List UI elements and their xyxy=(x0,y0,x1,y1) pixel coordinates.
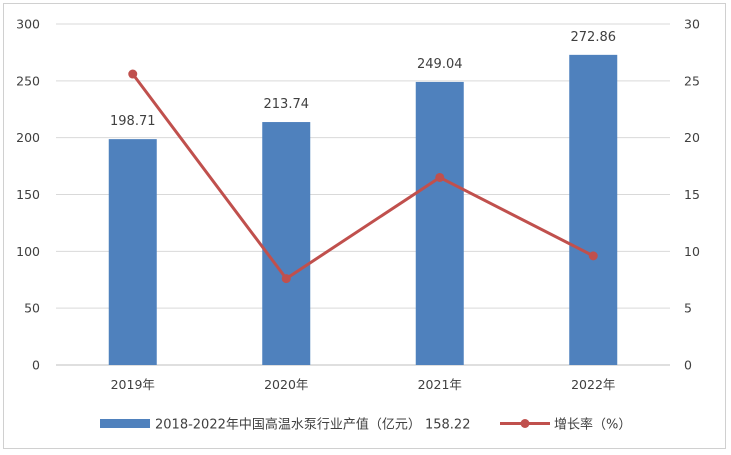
left-tick-label: 150 xyxy=(16,187,40,202)
bar xyxy=(415,81,464,365)
right-tick-label: 0 xyxy=(684,358,692,373)
bar xyxy=(569,54,618,366)
right-tick-label: 30 xyxy=(684,17,700,32)
right-tick-label: 5 xyxy=(684,301,692,316)
left-tick-label: 300 xyxy=(16,17,40,32)
right-tick-label: 10 xyxy=(684,244,700,259)
legend-label-line: 增长率（%） xyxy=(554,417,631,433)
right-y-axis: 0 5 10 15 20 25 30 xyxy=(684,17,700,373)
legend-label-bar: 2018-2022年中国高温水泵行业产值（亿元） 158.22 xyxy=(155,417,470,433)
chart-frame: 0 50 100 150 200 250 300 0 5 10 15 20 25 30 198.71 21… xyxy=(3,3,726,449)
growth-rate-line xyxy=(131,73,594,281)
bar xyxy=(262,122,311,366)
left-tick-label: 200 xyxy=(16,130,40,145)
bar-data-label: 249.04 xyxy=(417,57,463,72)
left-y-axis: 0 50 100 150 200 250 300 xyxy=(16,17,40,373)
bar-data-label: 213.74 xyxy=(264,97,310,112)
bar-data-label: 272.86 xyxy=(571,30,617,45)
x-tick-label: 2022年 xyxy=(571,377,615,392)
x-tick-label: 2020年 xyxy=(264,377,308,392)
left-tick-label: 0 xyxy=(32,358,40,373)
left-tick-label: 250 xyxy=(16,73,40,88)
left-tick-label: 100 xyxy=(16,244,40,259)
bar-data-labels: 198.71 213.74 249.04 272.86 xyxy=(110,30,616,129)
x-tick-label: 2019年 xyxy=(111,377,155,392)
x-axis: 2019年 2020年 2021年 2022年 xyxy=(111,377,616,392)
bar-data-label: 198.71 xyxy=(110,114,156,129)
line-point xyxy=(128,69,138,79)
line-point xyxy=(281,274,291,284)
bar xyxy=(108,139,157,365)
line-series xyxy=(128,69,598,284)
line-point xyxy=(588,251,598,261)
legend: 2018-2022年中国高温水泵行业产值（亿元） 158.22 增长率（%） xyxy=(100,417,631,433)
chart-canvas: 0 50 100 150 200 250 300 0 5 10 15 20 25 30 198.71 21… xyxy=(16,17,700,433)
bar-series xyxy=(108,54,618,366)
left-tick-label: 50 xyxy=(24,301,40,316)
right-tick-label: 20 xyxy=(684,130,700,145)
x-tick-label: 2021年 xyxy=(418,377,462,392)
legend-swatch-bar xyxy=(100,419,150,428)
gridlines xyxy=(56,23,670,366)
line-point xyxy=(435,172,445,182)
legend-swatch-marker xyxy=(520,419,530,428)
right-tick-label: 25 xyxy=(684,73,700,88)
right-tick-label: 15 xyxy=(684,187,700,202)
